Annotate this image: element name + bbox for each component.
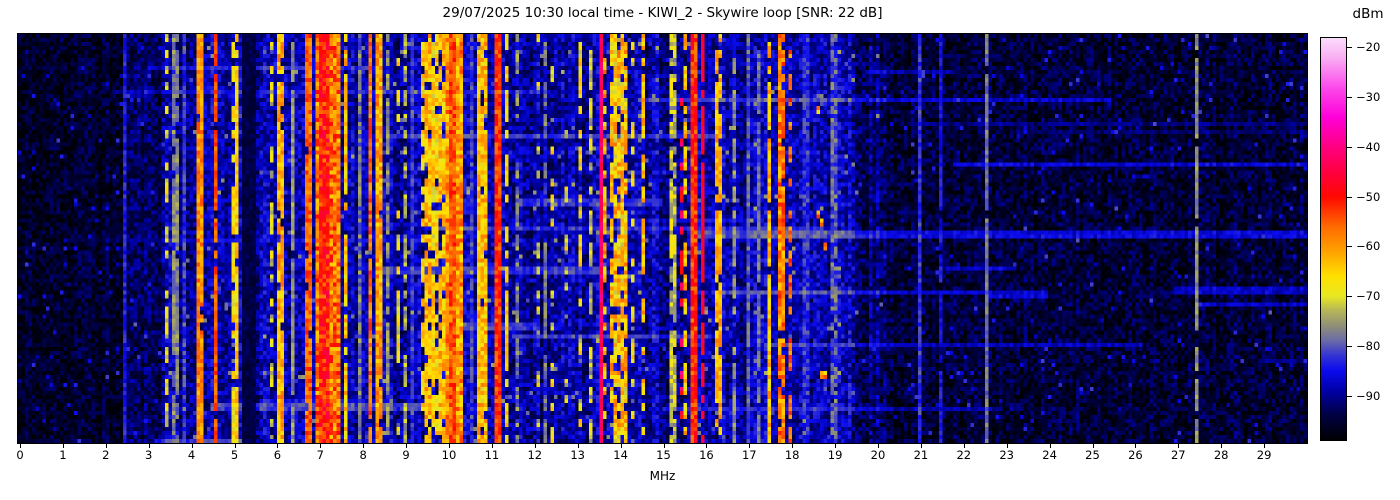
colorbar [1320, 37, 1347, 441]
x-tick [963, 444, 965, 448]
colorbar-tick-label: −90 [1356, 389, 1381, 404]
x-tick-label: 28 [1213, 448, 1229, 462]
x-tick [320, 444, 322, 448]
colorbar-tick [1347, 346, 1352, 348]
x-tick-label: 10 [441, 448, 457, 462]
x-tick [1135, 444, 1137, 448]
x-tick-label: 4 [187, 448, 196, 462]
x-tick [20, 444, 21, 448]
x-tick-label: 6 [273, 448, 282, 462]
colorbar-label: dBm [1352, 6, 1384, 22]
x-tick [62, 444, 64, 448]
x-tick-label: 13 [570, 448, 585, 462]
colorbar-tick-label: −20 [1356, 39, 1381, 54]
x-tick [148, 444, 150, 448]
colorbar-tick [1347, 46, 1352, 48]
x-tick [835, 444, 837, 448]
x-tick-label: 20 [870, 448, 886, 462]
x-tick [1178, 444, 1180, 448]
x-tick-label: 23 [999, 448, 1014, 462]
x-tick [1264, 444, 1266, 448]
x-tick [277, 444, 279, 448]
x-tick-label: 16 [699, 448, 714, 462]
x-tick-label: 14 [613, 448, 628, 462]
x-tick [491, 444, 493, 448]
x-tick [920, 444, 922, 448]
x-tick [878, 444, 879, 448]
x-tick [534, 444, 536, 448]
x-tick-label: 24 [1042, 448, 1057, 462]
colorbar-tick-label: −40 [1356, 139, 1381, 154]
colorbar-tick [1347, 146, 1352, 148]
x-tick-label: 7 [316, 448, 324, 462]
x-tick-label: 15 [656, 448, 671, 462]
x-tick [1049, 444, 1051, 448]
x-tick [191, 444, 193, 448]
x-tick-label: 19 [827, 448, 843, 462]
x-tick-label: 17 [741, 448, 757, 462]
x-tick-label: 27 [1170, 448, 1186, 462]
x-tick-label: 2 [102, 448, 110, 462]
x-tick [1221, 444, 1223, 448]
plot-title: 29/07/2025 10:30 local time - KIWI_2 - S… [442, 5, 883, 21]
x-tick [1006, 444, 1008, 448]
colorbar-tick [1347, 296, 1352, 298]
x-tick [363, 444, 365, 448]
x-tick-label: 11 [484, 448, 500, 462]
colorbar-tick-label: −80 [1356, 339, 1381, 354]
x-tick-label: 18 [784, 448, 800, 462]
x-tick [663, 444, 665, 448]
x-tick [406, 444, 408, 448]
x-tick [105, 444, 107, 448]
colorbar-tick [1347, 246, 1352, 248]
colorbar-tick-label: −30 [1356, 89, 1381, 104]
x-tick [449, 444, 450, 448]
x-tick [620, 444, 622, 448]
x-tick [1092, 444, 1094, 448]
x-tick [749, 444, 751, 448]
x-tick-label: 8 [359, 448, 367, 462]
x-tick-label: 1 [59, 448, 67, 462]
x-tick-label: 12 [527, 448, 543, 462]
x-tick-label: 22 [956, 448, 972, 462]
colorbar-tick-label: −60 [1356, 239, 1381, 254]
x-tick [706, 444, 708, 448]
x-tick-label: 3 [145, 448, 153, 462]
x-tick [792, 444, 794, 448]
colorbar-tick [1347, 396, 1352, 398]
x-tick-label: 25 [1085, 448, 1100, 462]
colorbar-tick-label: −70 [1356, 289, 1381, 304]
x-tick [577, 444, 579, 448]
x-tick-label: 29 [1256, 448, 1272, 462]
colorbar-tick-label: −50 [1356, 189, 1381, 204]
x-tick-label: 26 [1128, 448, 1143, 462]
x-tick [234, 444, 236, 448]
waterfall-plot-area [17, 33, 1308, 444]
colorbar-tick [1347, 96, 1352, 98]
x-tick-label: 9 [402, 448, 410, 462]
colorbar-tick [1347, 196, 1352, 198]
waterfall-canvas [18, 34, 1307, 443]
x-axis-label: MHz [649, 469, 676, 483]
x-tick-label: 5 [230, 448, 239, 462]
x-tick-label: 21 [913, 448, 929, 462]
x-tick-label: 0 [16, 448, 24, 462]
